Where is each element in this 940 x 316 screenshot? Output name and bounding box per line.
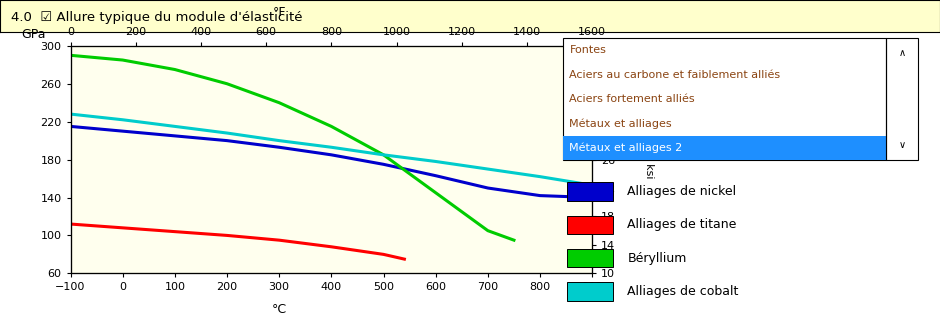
Text: ∨: ∨ <box>899 140 905 150</box>
Bar <box>563 136 886 160</box>
Text: Alliages de nickel: Alliages de nickel <box>627 185 736 198</box>
Bar <box>567 249 613 267</box>
Text: Métaux et alliages: Métaux et alliages <box>570 118 672 129</box>
Bar <box>567 182 613 201</box>
Bar <box>567 216 613 234</box>
Bar <box>567 282 613 301</box>
Text: °F: °F <box>273 5 286 19</box>
Text: °C: °C <box>272 303 287 316</box>
Text: Alliages de cobalt: Alliages de cobalt <box>627 285 739 298</box>
Text: Aciers fortement alliés: Aciers fortement alliés <box>570 94 695 104</box>
Text: Métaux et alliages 2: Métaux et alliages 2 <box>570 143 682 153</box>
Text: Fontes: Fontes <box>570 45 606 55</box>
Y-axis label: GPa: GPa <box>22 28 46 41</box>
Text: Alliages de titane: Alliages de titane <box>627 218 737 231</box>
Text: 10³ ksi: 10³ ksi <box>645 141 654 178</box>
Text: Aciers au carbone et faiblement alliés: Aciers au carbone et faiblement alliés <box>570 70 780 80</box>
Text: Béryllium: Béryllium <box>627 252 686 264</box>
Text: 4.0  ☑ Allure typique du module d'élasticité: 4.0 ☑ Allure typique du module d'élastic… <box>11 11 303 24</box>
Text: ∧: ∧ <box>899 48 905 58</box>
